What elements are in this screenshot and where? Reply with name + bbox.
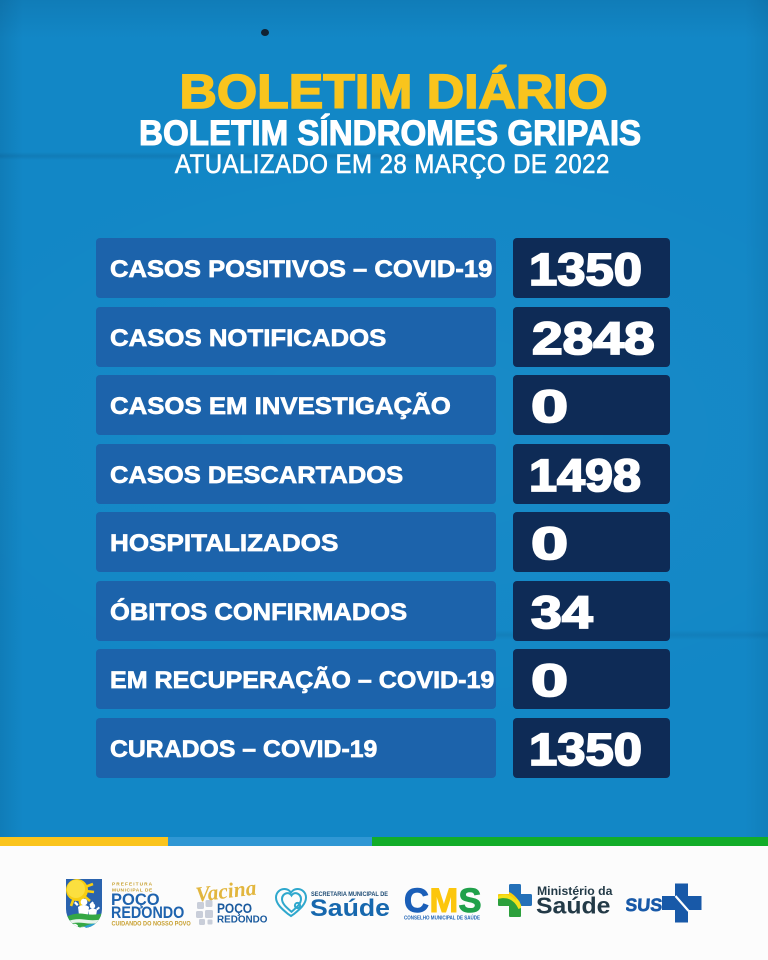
svg-text:Ministério da: Ministério da [537, 884, 613, 898]
svg-text:REDONDO: REDONDO [111, 904, 184, 922]
svg-text:M: M [430, 882, 459, 920]
svg-text:SUS: SUS [626, 895, 663, 915]
svg-text:Saúde: Saúde [536, 893, 611, 918]
svg-text:C: C [404, 882, 429, 920]
svg-text:REDONDO: REDONDO [217, 914, 268, 925]
svg-text:POÇO: POÇO [111, 891, 160, 909]
svg-text:SECRETARIA MUNICIPAL DE: SECRETARIA MUNICIPAL DE [311, 891, 388, 898]
svg-text:MUNICIPAL DE: MUNICIPAL DE [112, 888, 153, 894]
svg-text:POÇO: POÇO [217, 900, 252, 916]
svg-text:Saúde: Saúde [310, 895, 390, 919]
svg-text:CONSELHO MUNICIPAL DE SAÚDE: CONSELHO MUNICIPAL DE SAÚDE [404, 915, 480, 922]
svg-text:PREFEITURA: PREFEITURA [112, 881, 153, 887]
svg-text:CUIDANDO DO NOSSO POVO: CUIDANDO DO NOSSO POVO [112, 921, 192, 927]
svg-text:S: S [459, 882, 482, 920]
